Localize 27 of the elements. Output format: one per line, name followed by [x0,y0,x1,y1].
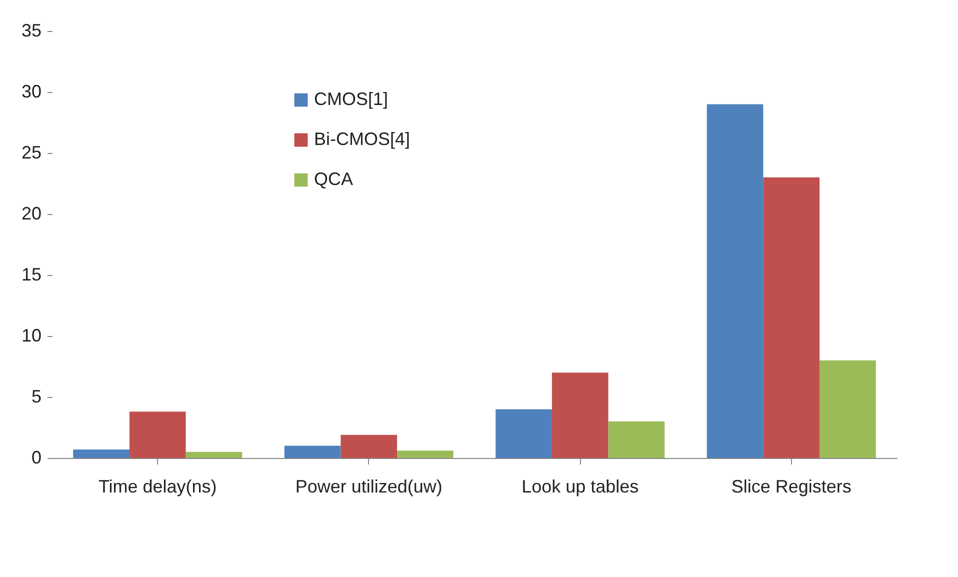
bar [496,409,552,458]
bar [820,360,876,458]
bar [763,177,820,458]
y-tick-label: 5 [31,386,42,406]
bar [284,446,341,458]
y-tick-label: 25 [21,142,42,162]
y-tick-label: 35 [21,20,42,40]
bar [73,449,130,458]
bar [186,452,242,458]
y-tick-label: 0 [31,448,42,468]
y-tick-label: 10 [21,326,42,346]
legend-label: QCA [314,169,354,189]
x-tick-label: Look up tables [522,476,639,496]
bar [129,412,186,458]
y-tick-label: 30 [21,82,42,102]
x-tick-label: Power utilized(uw) [295,476,442,496]
bar [340,434,398,458]
bar [552,372,608,458]
x-tick-label: Time delay(ns) [98,476,217,496]
bar [608,421,665,458]
bar [706,104,764,458]
bar [397,450,454,458]
legend-label: Bi-CMOS[4] [314,129,410,149]
y-tick-label: 20 [21,204,42,224]
x-tick-label: Slice Registers [731,476,852,496]
y-tick-label: 15 [21,264,42,284]
legend-label: CMOS[1] [314,89,388,109]
